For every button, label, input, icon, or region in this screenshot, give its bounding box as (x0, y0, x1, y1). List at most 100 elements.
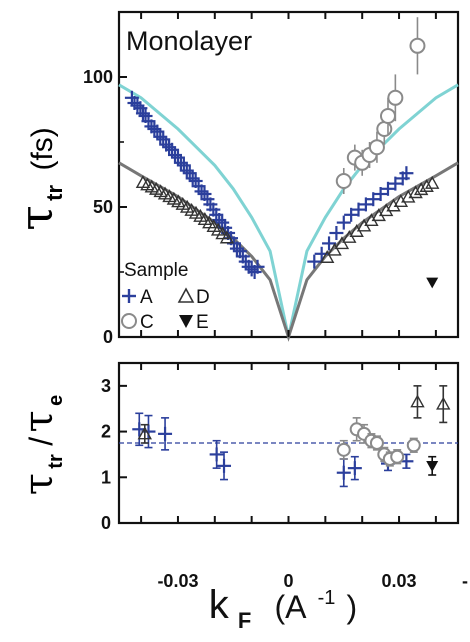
top-point-C (376, 121, 393, 137)
bottom-xtick-label: 0.03 (382, 571, 417, 591)
legend-label-c: C (140, 312, 154, 333)
top-point-A (179, 163, 194, 178)
top-point-C (409, 37, 426, 54)
top-ylabel-unit: (fs) (26, 127, 59, 170)
monolayer-annotation: Monolayer (126, 26, 252, 56)
bottom-point-A (209, 447, 224, 462)
top-point-A (358, 197, 373, 212)
bottom-point-D (137, 426, 152, 440)
top-point-D (334, 236, 350, 250)
top-point-C (368, 139, 385, 156)
top-point-A (380, 181, 395, 196)
top-point-D (320, 249, 335, 263)
top-point-A (244, 262, 259, 277)
top-point-A (135, 106, 150, 121)
top-point-A (373, 187, 388, 201)
top-data-marks (124, 17, 440, 289)
xlabel-unit-post: ) (347, 589, 358, 625)
top-point-A (307, 254, 322, 269)
bottom-xtick-label-clipped: - (462, 571, 468, 591)
top-point-D (419, 179, 434, 192)
bottom-ytick-label: 1 (101, 467, 111, 487)
legend: Sample A D C E (121, 260, 210, 333)
fit-curve-cyan (118, 83, 459, 338)
svg-text:τ tr (fs): τ tr (fs) (9, 127, 67, 231)
bottom-point-D (410, 394, 425, 408)
bottom-axes: 0 1 2 3 -0.03 0 0.03 - (101, 363, 468, 591)
top-point-A (344, 207, 359, 222)
top-point-D (401, 189, 416, 203)
bottom-xtick-label: 0 (283, 571, 293, 591)
bottom-ylabel-den: τ (16, 410, 62, 432)
bottom-point-A (336, 465, 351, 480)
top-point-A (153, 129, 168, 144)
top-ylabel-main: τ (9, 205, 63, 230)
svg-text:τ tr / τ: τ tr / τ e (16, 395, 67, 496)
top-point-A (388, 176, 403, 191)
xlabel-unit-pre: (A (275, 589, 308, 625)
top-point-A (168, 148, 183, 162)
legend-title: Sample (124, 260, 188, 281)
legend-marker-plus-icon (122, 289, 136, 303)
top-point-A (366, 192, 381, 207)
legend-label-d: D (196, 287, 210, 308)
legend-label-a: A (140, 287, 153, 308)
top-ylabel: τ tr (fs) (9, 127, 67, 231)
xlabel-unit-sup: -1 (318, 587, 336, 609)
bottom-ylabel: τ tr / τ e (16, 395, 67, 496)
top-ytick-label: 0 (103, 327, 113, 347)
bottom-point-C (390, 449, 405, 464)
top-ylabel-sub: tr (42, 185, 67, 201)
bottom-point-E (426, 461, 439, 472)
top-point-D (327, 242, 342, 256)
top-point-A (229, 241, 244, 256)
bottom-point-A (217, 458, 232, 473)
top-point-E (426, 277, 439, 289)
xlabel-main: k (209, 583, 230, 627)
bottom-ylabel-den-sub: e (45, 395, 67, 406)
top-point-D (408, 185, 423, 199)
bottom-xlabel: k F (A -1 ) (209, 569, 357, 637)
top-point-D (378, 203, 394, 217)
legend-marker-circle-icon (121, 313, 137, 329)
bottom-xtick-label: -0.03 (157, 571, 198, 591)
top-point-A (173, 155, 188, 170)
top-point-A (162, 140, 177, 155)
top-point-A (212, 213, 227, 227)
bottom-ytick-label: 3 (101, 376, 111, 396)
top-point-A (194, 184, 209, 199)
bottom-point-C (336, 442, 351, 457)
legend-marker-triangle-icon (177, 287, 195, 303)
top-point-D (219, 230, 235, 244)
bottom-ylabel-num: τ (16, 473, 62, 495)
xlabel-sub: F (238, 608, 251, 633)
legend-marker-triangle-down-icon (179, 315, 193, 328)
top-point-A (147, 122, 162, 136)
top-point-C (387, 89, 404, 106)
top-point-C (335, 173, 352, 189)
legend-label-e: E (196, 312, 209, 333)
top-point-D (393, 194, 409, 208)
top-axes: 0 50 100 (83, 12, 437, 347)
bottom-point-C (369, 436, 384, 450)
bottom-point-A (347, 461, 362, 476)
bottom-ylabel-slash: / (23, 437, 59, 446)
top-point-A (185, 171, 200, 186)
top-point-A (336, 215, 351, 230)
top-fit-curves (118, 83, 459, 342)
top-point-A (250, 259, 265, 274)
top-point-A (351, 202, 366, 217)
bottom-ytick-label: 2 (101, 422, 111, 442)
bottom-point-D (436, 396, 451, 410)
top-ytick-label: 50 (93, 197, 113, 217)
bottom-data-marks (132, 385, 451, 488)
top-point-A (322, 236, 337, 251)
top-point-D (413, 182, 429, 196)
bottom-point-A (158, 426, 173, 441)
top-point-A (329, 226, 344, 240)
bottom-point-A (141, 424, 156, 439)
fit-curve-gray (118, 161, 459, 342)
top-ytick-label: 100 (83, 67, 113, 87)
top-point-A (130, 98, 145, 113)
